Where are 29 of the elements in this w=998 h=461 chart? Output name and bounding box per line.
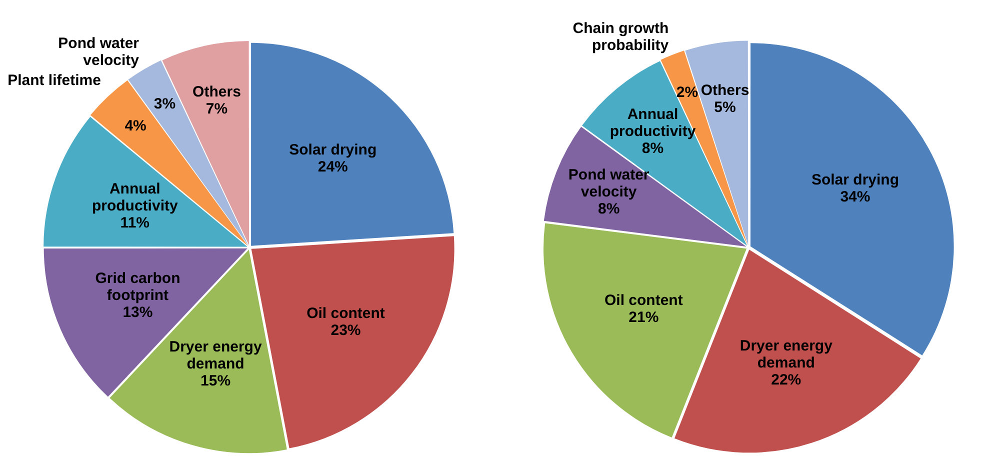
- data-label: 8%: [642, 140, 664, 157]
- slice-label: Solar drying: [289, 141, 377, 158]
- slice-label: Others: [192, 84, 241, 101]
- slice-label: Oil content: [604, 292, 683, 310]
- slice-label: Plant lifetime: [8, 72, 101, 89]
- data-label: 2%: [676, 84, 698, 101]
- data-label: 34%: [840, 188, 870, 206]
- data-label: 3%: [154, 95, 176, 112]
- slice-label: Chain growth probability: [572, 20, 670, 54]
- slice-label: Pond water velocity: [568, 166, 650, 200]
- data-label: 5%: [714, 98, 736, 116]
- data-label: 7%: [206, 100, 228, 118]
- slice-label: Dryer energy demand: [169, 338, 262, 373]
- data-label: 21%: [628, 309, 659, 326]
- data-label: 22%: [771, 371, 802, 388]
- data-label: 15%: [200, 372, 231, 390]
- data-label: 4%: [124, 117, 146, 134]
- slice-label: Pond water velocity: [58, 34, 140, 69]
- slice-label: Grid carbon footprint: [95, 270, 180, 304]
- data-label: 8%: [598, 200, 620, 218]
- slice-label: Solar drying: [811, 171, 899, 188]
- data-label: 23%: [330, 322, 361, 339]
- data-label: 13%: [122, 304, 153, 322]
- slice-label: Others: [700, 82, 750, 99]
- slice-label: Dryer energy demand: [740, 337, 834, 372]
- slice-label: Annual productivity: [92, 180, 178, 214]
- slice-label: Oil content: [306, 304, 385, 322]
- data-label: 11%: [120, 214, 150, 232]
- data-label: 24%: [318, 158, 348, 176]
